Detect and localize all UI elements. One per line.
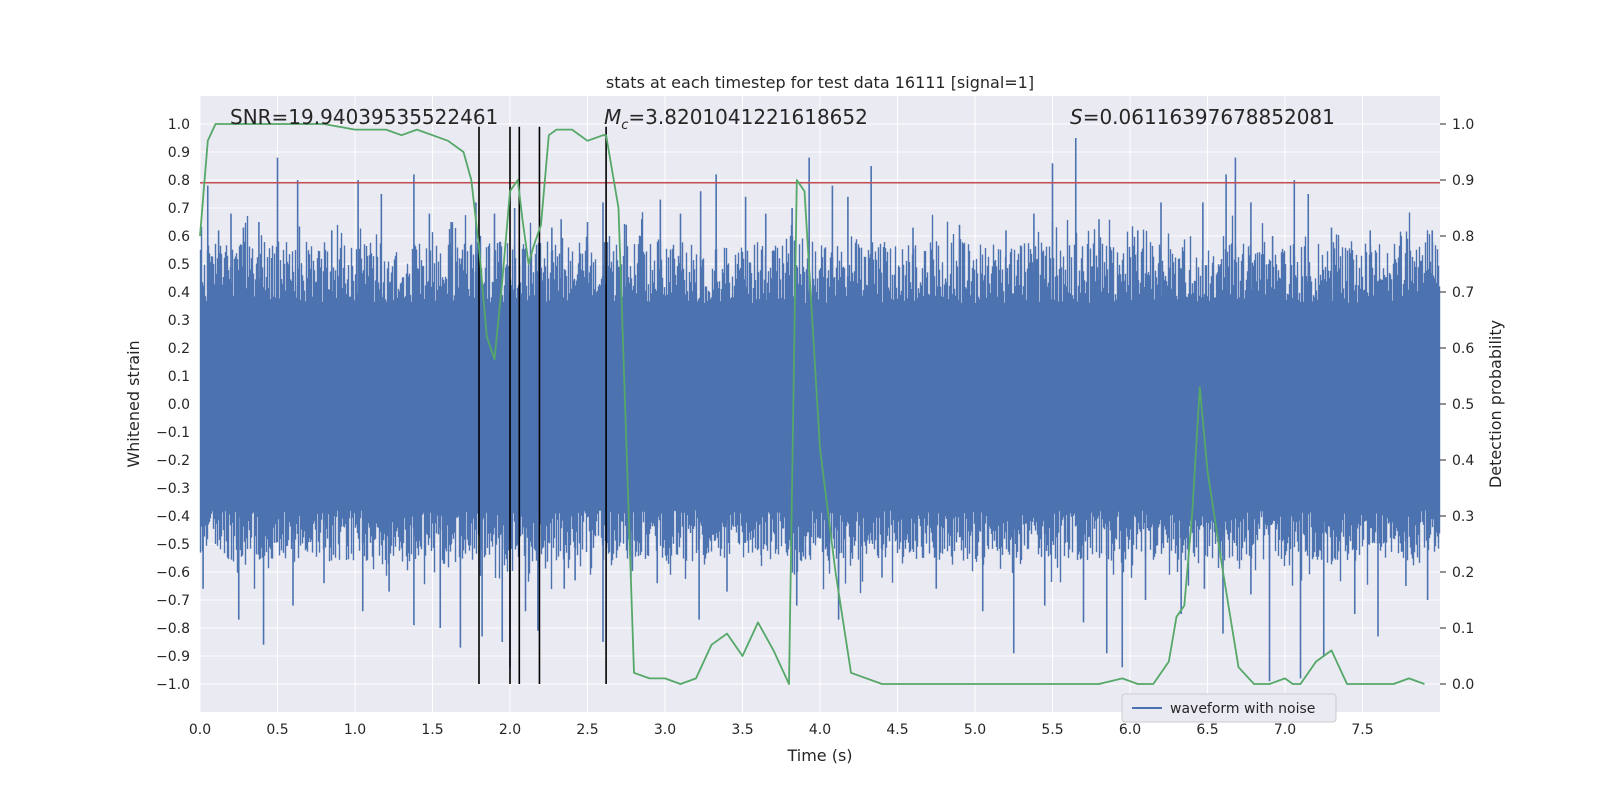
y-right-tick-label: 0.7 <box>1452 285 1474 301</box>
y-left-tick-label: 0.7 <box>168 201 190 217</box>
x-tick-label: 6.0 <box>1119 722 1141 738</box>
y-left-tick-label: −0.2 <box>156 453 190 469</box>
y-right-axis-ticks: 1.0 0.9 0.8 0.7 0.6 0.5 0.4 0.3 0.2 0.1 0.0 <box>1440 117 1474 693</box>
x-tick-label: 3.5 <box>731 722 753 738</box>
x-tick-label: 2.5 <box>576 722 598 738</box>
chirp-mass-value: =3.8201041221618652 <box>628 105 867 129</box>
x-tick-label: 5.5 <box>1041 722 1063 738</box>
y-left-tick-label: −1.0 <box>156 677 190 693</box>
y-right-tick-label: 1.0 <box>1452 117 1474 133</box>
y-right-tick-label: 0.8 <box>1452 229 1474 245</box>
y-left-tick-label: 0.3 <box>168 313 190 329</box>
y-left-tick-label: 0.0 <box>168 397 190 413</box>
x-tick-label: 3.0 <box>654 722 676 738</box>
y-right-tick-label: 0.0 <box>1452 677 1474 693</box>
legend: waveform with noise <box>1121 693 1337 723</box>
s-symbol: S <box>1070 105 1083 129</box>
x-tick-label: 5.0 <box>964 722 986 738</box>
x-tick-label: 7.0 <box>1274 722 1296 738</box>
x-tick-label: 1.0 <box>344 722 366 738</box>
x-tick-label: 1.5 <box>421 722 443 738</box>
y-left-tick-label: −0.6 <box>156 565 190 581</box>
chirp-mass-symbol: M <box>604 105 621 129</box>
y-right-tick-label: 0.1 <box>1452 621 1474 637</box>
x-axis-label: Time (s) <box>786 746 852 765</box>
y-left-tick-label: 0.1 <box>168 369 190 385</box>
y-right-tick-label: 0.6 <box>1452 341 1474 357</box>
y-left-tick-label: 0.8 <box>168 173 190 189</box>
y-left-axis-label: Whitened strain <box>124 340 143 467</box>
y-left-axis-ticks: 1.0 0.9 0.8 0.7 0.6 0.5 0.4 0.3 0.2 0.1 0.0 −0.1 −0.… <box>156 117 190 693</box>
detection-probability-line <box>199 123 1425 685</box>
x-tick-label: 4.0 <box>809 722 831 738</box>
y-left-tick-label: 0.4 <box>168 285 190 301</box>
chirp-mass-subscript: c <box>621 118 628 133</box>
detection-probability-series <box>199 123 1425 685</box>
y-left-tick-label: −0.3 <box>156 481 190 497</box>
y-left-tick-label: −0.9 <box>156 649 190 665</box>
x-tick-label: 4.5 <box>886 722 908 738</box>
x-tick-label: 7.5 <box>1351 722 1373 738</box>
legend-label: waveform with noise <box>1170 701 1315 717</box>
y-left-tick-label: −0.5 <box>156 537 190 553</box>
y-left-tick-label: 0.6 <box>168 229 190 245</box>
y-right-tick-label: 0.2 <box>1452 565 1474 581</box>
x-tick-label: 2.0 <box>499 722 521 738</box>
x-axis-ticks: 0.0 0.5 1.0 1.5 2.0 2.5 3.0 3.5 4.0 4.5 5.0 5.5 6.0 6… <box>189 722 1374 738</box>
marker-lines <box>478 126 607 684</box>
y-right-tick-label: 0.3 <box>1452 509 1474 525</box>
y-right-axis-label: Detection probability <box>1486 320 1505 488</box>
y-left-tick-label: −0.8 <box>156 621 190 637</box>
y-left-tick-label: 0.9 <box>168 145 190 161</box>
y-left-tick-label: 0.5 <box>168 257 190 273</box>
snr-annotation: SNR=19.94039535522461 <box>230 105 498 129</box>
x-tick-label: 0.5 <box>266 722 288 738</box>
chirp-mass-annotation: Mc=3.8201041221618652 <box>604 105 868 133</box>
waveform-noise-band <box>199 212 1441 594</box>
waveform-series <box>199 138 1441 682</box>
y-left-tick-label: 1.0 <box>168 117 190 133</box>
s-annotation: S=0.06116397678852081 <box>1070 105 1335 129</box>
y-right-tick-label: 0.4 <box>1452 453 1474 469</box>
y-left-tick-label: −0.7 <box>156 593 190 609</box>
chart-title: stats at each timestep for test data 161… <box>606 73 1034 92</box>
y-left-tick-label: −0.1 <box>156 425 190 441</box>
y-right-tick-label: 0.5 <box>1452 397 1474 413</box>
x-tick-label: 6.5 <box>1196 722 1218 738</box>
s-value: =0.06116397678852081 <box>1083 105 1335 129</box>
y-left-tick-label: −0.4 <box>156 509 190 525</box>
x-tick-label: 0.0 <box>189 722 211 738</box>
legend-box <box>1121 693 1337 723</box>
y-right-tick-label: 0.9 <box>1452 173 1474 189</box>
y-left-tick-label: 0.2 <box>168 341 190 357</box>
